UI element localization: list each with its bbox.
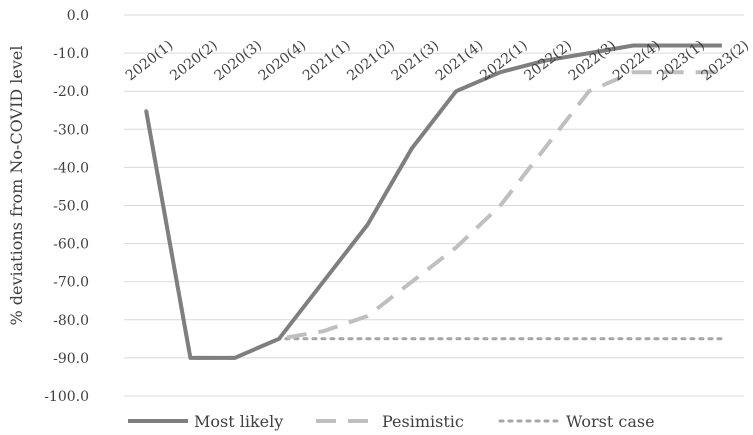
series-lines: [144, 43, 724, 360]
series-line-pesimistic: [144, 70, 722, 360]
y-tick-labels: 0.0 -10.0 -20.0 -30.0 -40.0 -50.0 -60.0 -70.0 -8…: [44, 8, 89, 405]
x-tick-label: 2022(1): [477, 37, 531, 84]
legend-label: Worst case: [566, 412, 655, 431]
x-tick-label: 2020(3): [211, 37, 265, 84]
y-axis-label: % deviations from No-COVID level: [7, 45, 26, 325]
y-tick-label: -20.0: [53, 84, 89, 100]
x-tick-label: 2022(3): [566, 37, 620, 84]
legend: Most likely Pesimistic Worst case: [128, 412, 655, 431]
x-tick-labels: 2020(1)2020(2)2020(3)2020(4)2021(1)2021(…: [123, 37, 752, 84]
y-tick-label: -10.0: [53, 46, 89, 62]
y-tick-label: -40.0: [53, 160, 89, 176]
y-tick-label: -30.0: [53, 122, 89, 138]
y-tick-label: -80.0: [53, 313, 89, 329]
x-tick-label: 2021(3): [389, 37, 443, 84]
y-tick-label: -70.0: [53, 275, 89, 291]
legend-label: Pesimistic: [382, 412, 464, 431]
gridlines: [124, 14, 744, 397]
legend-label: Most likely: [194, 412, 283, 431]
y-tick-label: -50.0: [53, 199, 89, 215]
y-tick-label: -90.0: [53, 351, 89, 367]
x-tick-label: 2022(2): [521, 37, 575, 84]
x-tick-label: 2021(1): [300, 37, 354, 84]
x-tick-label: 2020(4): [256, 37, 310, 84]
y-tick-label: 0.0: [67, 8, 89, 24]
x-tick-label: 2020(2): [167, 37, 221, 84]
y-tick-label: -100.0: [44, 389, 89, 405]
x-tick-label: 2020(1): [123, 37, 177, 84]
y-tick-label: -60.0: [53, 237, 89, 253]
x-tick-label: 2021(2): [344, 37, 398, 84]
series-line-worst-case: [144, 108, 724, 360]
series-line-most-likely: [144, 43, 722, 360]
x-tick-label: 2021(4): [433, 37, 487, 84]
